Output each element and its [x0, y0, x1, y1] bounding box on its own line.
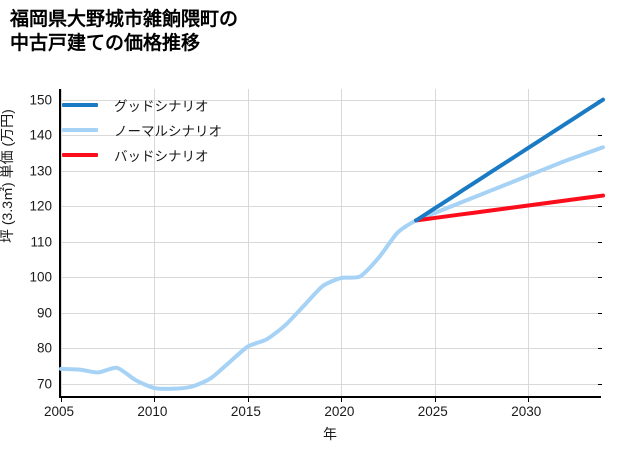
legend-swatch-normal — [62, 127, 98, 132]
series-line-good — [414, 97, 605, 223]
gridline-vertical — [247, 89, 249, 396]
gridline-horizontal — [61, 312, 601, 314]
chart-title: 福岡県大野城市雑餉隈町の 中古戸建ての価格推移 — [10, 9, 239, 55]
legend-item-bad: バッドシナリオ — [62, 142, 312, 167]
x-tick-label: 2010 — [137, 404, 168, 419]
gridline-vertical — [434, 89, 436, 396]
gridline-vertical — [154, 89, 156, 396]
gridline-vertical — [61, 89, 62, 396]
x-tick-label: 2030 — [511, 404, 542, 419]
y-tick-label: 110 — [30, 234, 52, 250]
y-tick-label: 80 — [36, 340, 52, 356]
legend-item-normal: ノーマルシナリオ — [62, 117, 312, 142]
gridline-horizontal — [61, 241, 601, 243]
legend-swatch-bad — [62, 152, 98, 157]
gridline-horizontal — [61, 348, 601, 350]
gridline-horizontal — [61, 135, 601, 137]
x-tick-mark — [154, 398, 156, 402]
y-tick-label: 130 — [29, 163, 52, 179]
gridline-vertical — [528, 89, 530, 396]
x-tick-label: 2015 — [230, 404, 261, 419]
x-tick-label: 2005 — [43, 404, 75, 419]
legend-label-normal: ノーマルシナリオ — [114, 123, 222, 139]
y-tick-label: 120 — [29, 198, 52, 214]
y-tick-mark — [598, 348, 602, 350]
gridline-horizontal — [61, 170, 601, 172]
x-tick-mark — [528, 398, 530, 402]
x-tick-mark — [434, 398, 436, 402]
y-tick-mark — [598, 277, 602, 279]
data-series-layer — [59, 97, 605, 391]
legend-label-bad: バッドシナリオ — [114, 148, 209, 164]
y-tick-mark — [598, 170, 602, 172]
y-tick-mark — [598, 206, 602, 208]
series-line-bad — [414, 193, 605, 223]
y-tick-mark — [598, 312, 602, 314]
y-tick-label: 70 — [36, 376, 52, 392]
chart-legend: グッドシナリオ ノーマルシナリオ バッドシナリオ — [62, 92, 312, 167]
x-axis-label: 年 — [323, 426, 337, 442]
gridline-vertical — [341, 89, 343, 396]
y-tick-label: 150 — [29, 92, 52, 108]
x-tick-label: 2020 — [324, 404, 355, 419]
plot-area — [59, 89, 605, 402]
x-tick-label: 2025 — [417, 404, 448, 419]
y-tick-label: 90 — [36, 305, 52, 321]
gridline-horizontal — [61, 383, 601, 385]
series-line-normal — [59, 145, 605, 391]
y-tick-label: 140 — [29, 127, 52, 143]
legend-label-good: グッドシナリオ — [114, 98, 209, 114]
x-tick-mark — [61, 398, 62, 402]
legend-item-good: グッドシナリオ — [62, 92, 312, 117]
gridline-horizontal — [61, 277, 601, 279]
legend-swatch-good — [62, 102, 98, 107]
gridline-horizontal — [61, 206, 601, 208]
x-tick-mark — [341, 398, 343, 402]
y-tick-mark — [598, 135, 602, 137]
y-tick-mark — [598, 241, 602, 243]
y-tick-mark — [598, 383, 602, 385]
y-tick-label: 100 — [29, 269, 52, 285]
gridline-horizontal — [61, 99, 601, 101]
x-tick-mark — [247, 398, 249, 402]
